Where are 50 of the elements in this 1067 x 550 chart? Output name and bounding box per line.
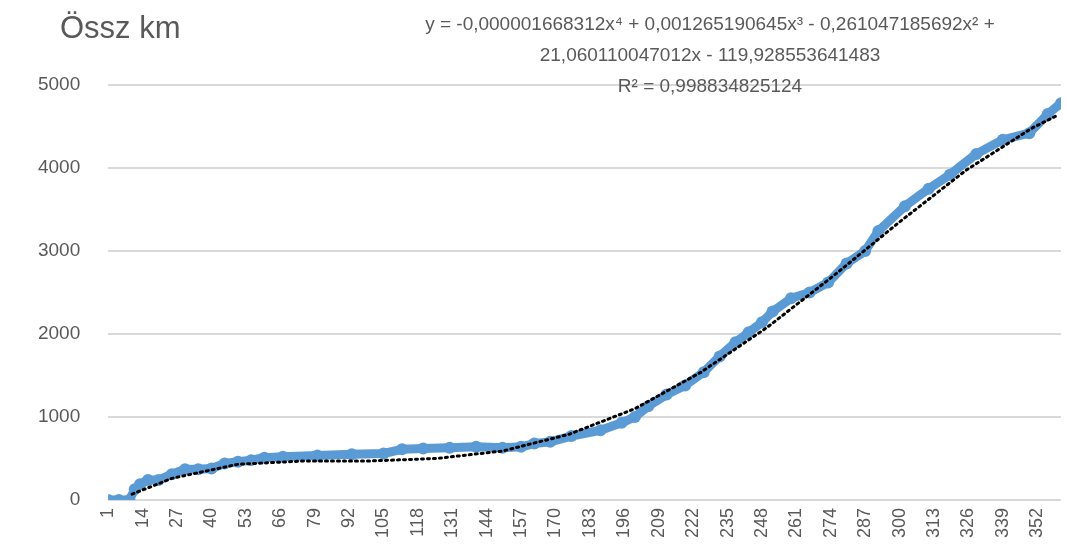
point [594, 424, 607, 437]
y-tick-label: 4000 [37, 156, 81, 178]
x-tick-label: 118 [406, 507, 427, 537]
x-tick-label: 326 [957, 507, 978, 539]
x-tick-label: 287 [854, 507, 875, 539]
x-tick-label: 352 [1026, 507, 1047, 539]
y-tick-label: 0 [69, 488, 81, 510]
x-tick-label: 313 [922, 507, 943, 539]
x-tick-label: 196 [613, 507, 634, 539]
point [628, 410, 641, 423]
x-tick-label: 53 [234, 507, 255, 528]
point [943, 168, 956, 181]
x-tick-label: 274 [819, 507, 840, 539]
x-tick-label: 157 [510, 507, 531, 539]
y-tick-label: 3000 [37, 239, 81, 261]
x-tick-label: 66 [269, 507, 290, 528]
point [755, 316, 768, 329]
chart-title: Össz km [60, 10, 181, 46]
x-tick-label: 79 [303, 507, 324, 528]
x-tick-label: 1 [97, 507, 118, 518]
y-tick-label: 5000 [37, 73, 81, 95]
x-tick-label: 92 [338, 507, 359, 528]
x-tick-label: 339 [991, 507, 1012, 539]
x-tick-label: 14 [131, 507, 152, 528]
point [785, 292, 798, 305]
x-tick-label: 222 [682, 507, 703, 539]
x-tick-label: 300 [888, 507, 909, 539]
point [742, 326, 755, 339]
text: y = -0,000001668312x⁴ + 0,001265190645x³ - 0,261047185692x² + 21,060110047012x - 119,928553641483 [424, 12, 996, 67]
x-tick-label: 248 [750, 507, 771, 539]
point [898, 200, 911, 213]
x-tick-label: 131 [441, 507, 462, 539]
y-tick-label: 2000 [37, 322, 81, 344]
point [766, 305, 779, 318]
x-tick-label: 105 [372, 507, 393, 539]
point [615, 416, 628, 429]
point [922, 182, 935, 195]
x-tick-label: 170 [544, 507, 565, 539]
x-tick-label: 261 [785, 507, 806, 539]
x-tick-label: 209 [647, 507, 668, 539]
y-tick-label: 1000 [37, 405, 81, 427]
x-tick-label: 183 [578, 507, 599, 539]
point [970, 147, 983, 160]
x-tick-label: 144 [475, 507, 496, 539]
x-tick-label: 235 [716, 507, 737, 539]
x-tick-label: 27 [166, 507, 187, 528]
point [377, 447, 390, 460]
annotation: R² = 0,998834825124 [616, 74, 804, 98]
x-tick-label: 40 [200, 507, 221, 528]
point [141, 474, 154, 487]
